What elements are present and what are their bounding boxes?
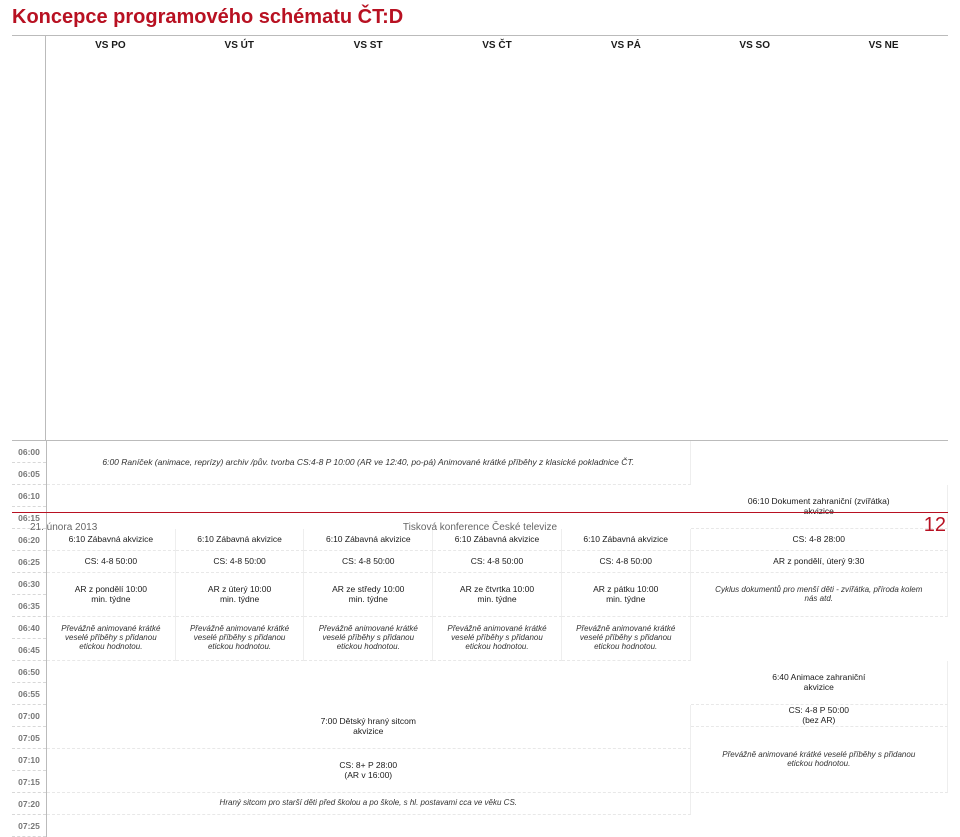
program-block-arst: AR ze středy 10:00min. týdne — [304, 573, 433, 617]
program-block-ranicek: 6:00 Raníček (animace, reprízy) archiv /… — [47, 441, 691, 485]
program-block-arpo: AR z pondělí 10:00min. týdne — [47, 573, 176, 617]
time-label: 06:55 — [12, 683, 46, 705]
time-label: 06:40 — [12, 617, 46, 639]
schedule-canvas: 6:00 Raníček (animace, reprízy) archiv /… — [46, 441, 948, 837]
time-label: 06:10 — [12, 485, 46, 507]
time-col-header — [12, 36, 46, 441]
time-label: 07:15 — [12, 771, 46, 793]
program-block-prev-pa: Převážně animované krátkéveselé příběhy … — [562, 617, 691, 661]
footer-center: Tisková konference České televize — [0, 522, 960, 533]
footer-rule — [12, 512, 948, 513]
day-header: VS ÚT — [175, 36, 304, 441]
page: Koncepce programového schématu ČT:D VS P… — [0, 0, 960, 537]
program-block-cs-pa: CS: 4-8 50:00 — [562, 551, 691, 573]
schedule-body: 06:0006:0506:1006:1506:2006:2506:3006:35… — [12, 441, 948, 837]
program-block-arct: AR ze čtvrtka 10:00min. týdne — [433, 573, 562, 617]
time-label: 07:25 — [12, 815, 46, 837]
program-block-prev-po: Převážně animované krátkéveselé příběhy … — [47, 617, 176, 661]
time-label: 06:50 — [12, 661, 46, 683]
program-block-arut: AR z úterý 10:00min. týdne — [176, 573, 305, 617]
time-label: 06:25 — [12, 551, 46, 573]
program-block-prev-st: Převážně animované krátkéveselé příběhy … — [304, 617, 433, 661]
time-label: 06:45 — [12, 639, 46, 661]
program-block-anim-cs: CS: 4-8 P 50:00(bez AR) — [691, 705, 948, 727]
day-header: VS NE — [819, 36, 948, 441]
day-header-row: VS PO VS ÚT VS ST VS ČT VS PÁ VS SO VS N… — [12, 35, 948, 441]
program-block-detsky-desc: Hraný sitcom pro starší děti před školou… — [47, 793, 691, 815]
program-block-ar-pondeli-utery: AR z pondělí, úterý 9:30 — [691, 551, 948, 573]
time-label: 06:35 — [12, 595, 46, 617]
page-number: 12 — [924, 514, 946, 537]
day-header: VS ČT — [433, 36, 562, 441]
time-label: 07:00 — [12, 705, 46, 727]
time-label: 07:20 — [12, 793, 46, 815]
program-block-cs-st: CS: 4-8 50:00 — [304, 551, 433, 573]
time-column: 06:0006:0506:1006:1506:2006:2506:3006:35… — [12, 441, 46, 837]
day-header: VS SO — [690, 36, 819, 441]
program-block-cs-ut: CS: 4-8 50:00 — [176, 551, 305, 573]
time-label: 06:30 — [12, 573, 46, 595]
day-header: VS PÁ — [561, 36, 690, 441]
day-header: VS ST — [304, 36, 433, 441]
program-block-prev-ut: Převážně animované krátkéveselé příběhy … — [176, 617, 305, 661]
time-label: 06:05 — [12, 463, 46, 485]
program-block-detsky: 7:00 Dětský hraný sitcomakvizice — [47, 705, 691, 749]
program-block-cs-po: CS: 4-8 50:00 — [47, 551, 176, 573]
program-block-arpa: AR z pátku 10:00min. týdne — [562, 573, 691, 617]
program-block-cs-ct: CS: 4-8 50:00 — [433, 551, 562, 573]
time-label: 07:05 — [12, 727, 46, 749]
program-block-cyklus: Cyklus dokumentů pro menší děti - zvířát… — [691, 573, 948, 617]
page-title: Koncepce programového schématu ČT:D — [12, 6, 948, 29]
program-block-detsky-cs: CS: 8+ P 28:00(AR v 16:00) — [47, 749, 691, 793]
time-label: 06:00 — [12, 441, 46, 463]
program-block-prev-ct: Převážně animované krátkéveselé příběhy … — [433, 617, 562, 661]
time-label: 07:10 — [12, 749, 46, 771]
program-block-anim-desc: Převážně animované krátké veselé příběhy… — [691, 727, 948, 793]
day-header: VS PO — [46, 36, 175, 441]
program-block-anim-zahr: 6:40 Animace zahraničníakvizice — [691, 661, 948, 705]
